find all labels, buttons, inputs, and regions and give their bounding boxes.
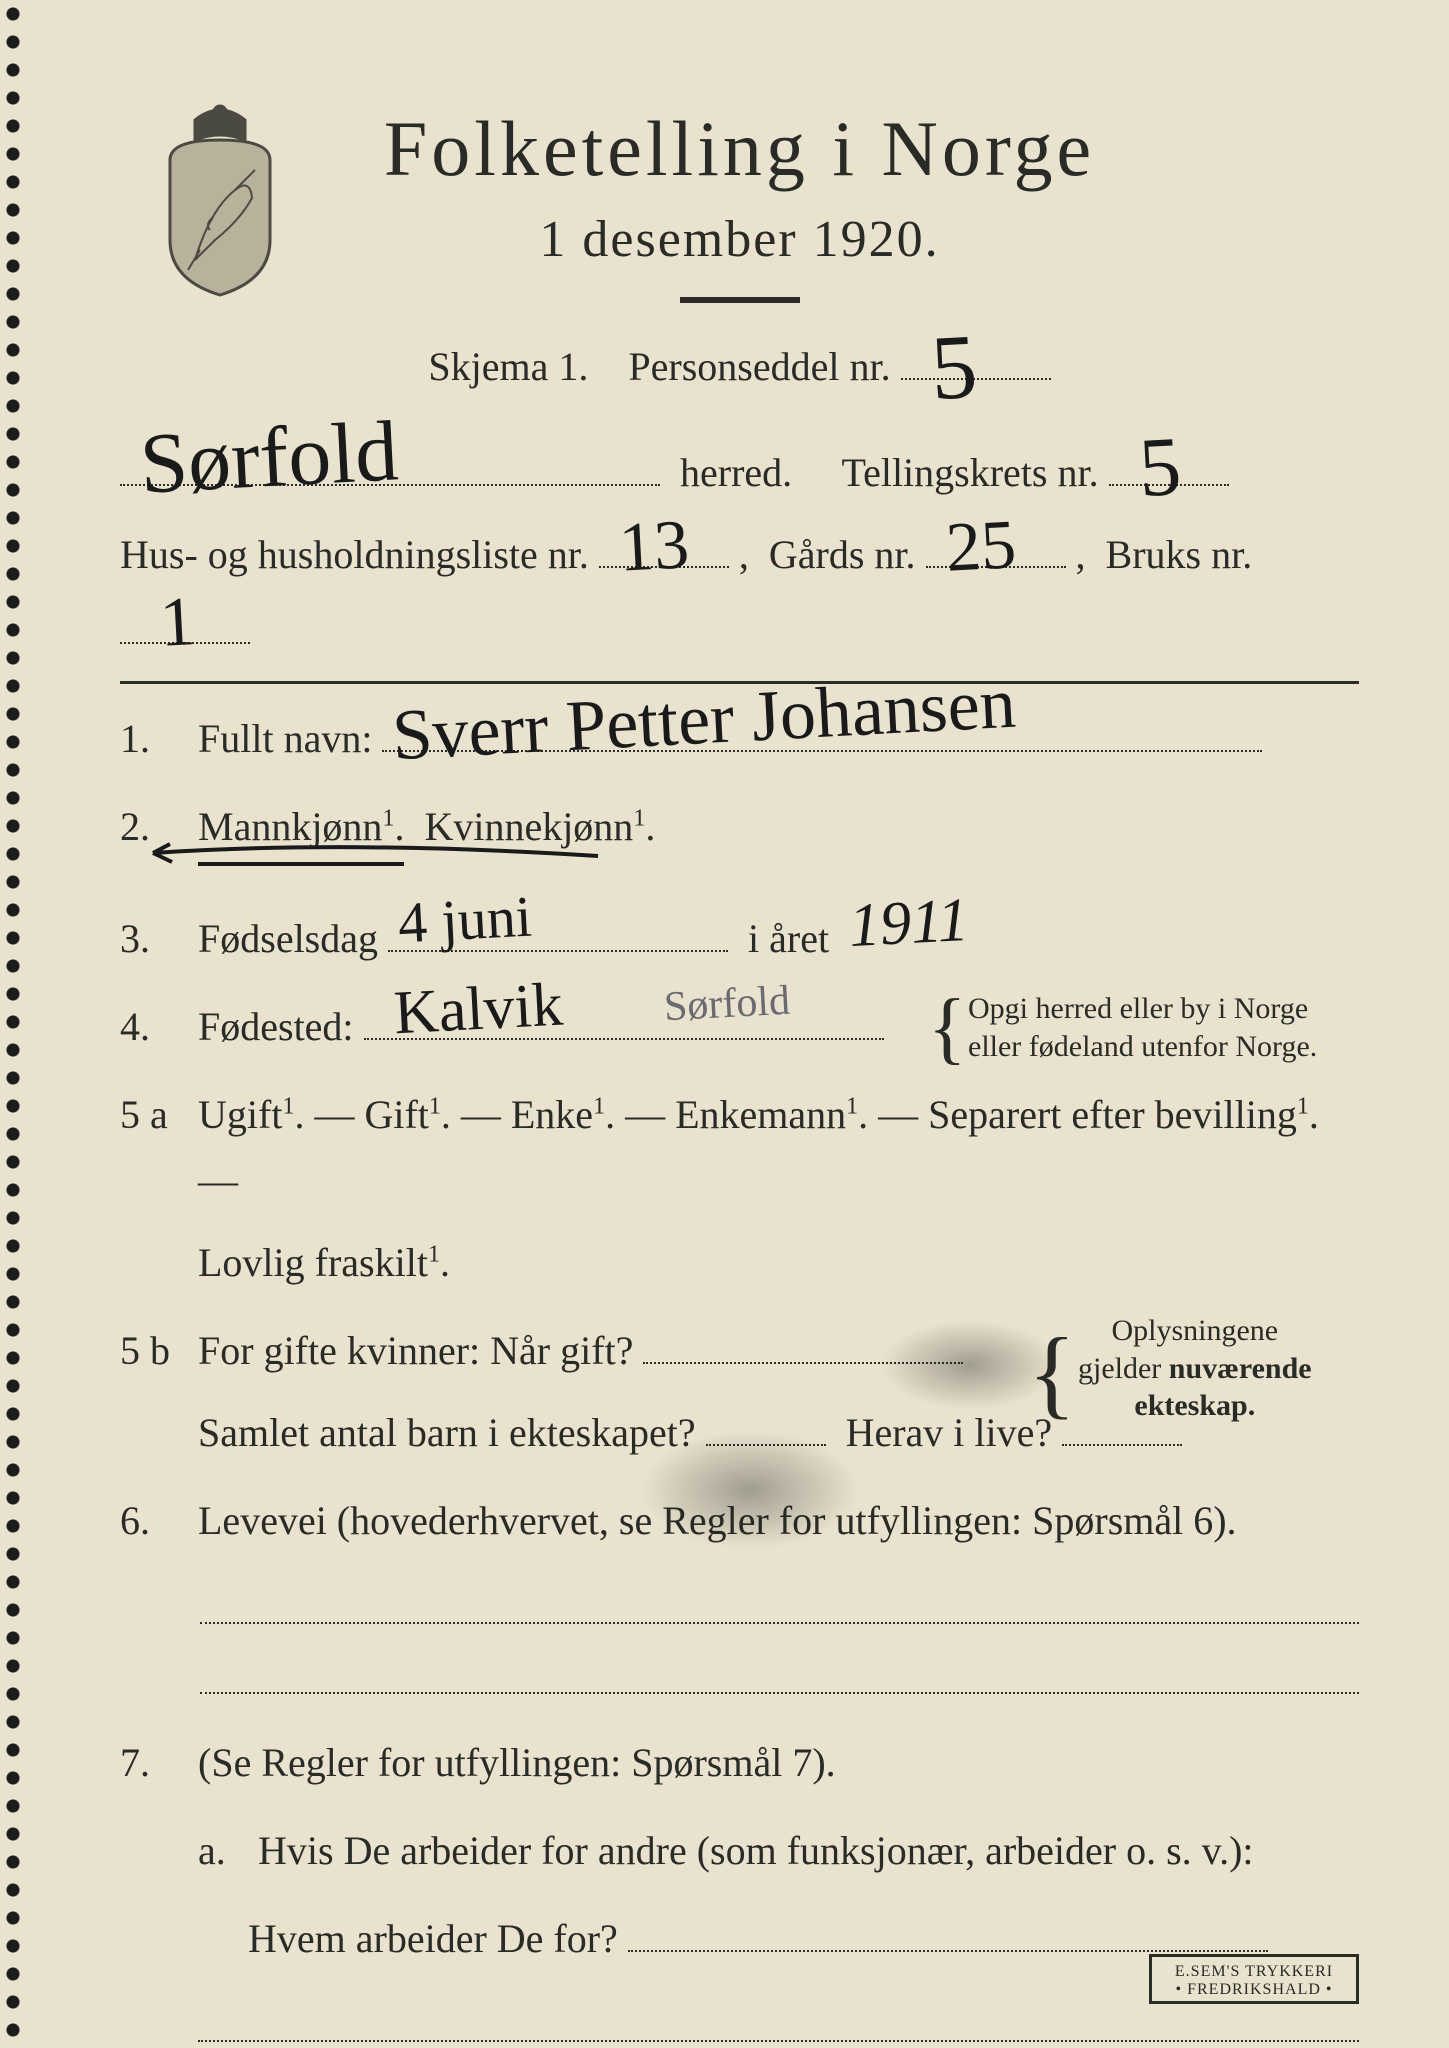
- brace-icon: {: [1028, 1348, 1076, 1398]
- q3-day-field: 4 juni: [388, 910, 728, 952]
- q5a-num: 5 a: [120, 1091, 180, 1138]
- q4-num: 4.: [120, 1003, 180, 1050]
- printer-stamp: E.SEM'S TRYKKERI • FREDRIKSHALD •: [1149, 1954, 1359, 2004]
- q1-num: 1.: [120, 715, 180, 762]
- form-subtitle: 1 desember 1920.: [120, 210, 1359, 269]
- skjema-label: Skjema 1.: [428, 344, 588, 389]
- hus-nr-value: 13: [615, 478, 692, 614]
- question-5a: 5 a Ugift1. — Gift1. — Enke1. — Enkemann…: [120, 1082, 1359, 1296]
- left-perforation: [0, 0, 26, 2048]
- q7a-line: [198, 2000, 1359, 2042]
- q6-num: 6.: [120, 1497, 180, 1544]
- q5b-text2: Samlet antal barn i ekteskapet?: [198, 1410, 696, 1455]
- q3-year-field: 1911: [849, 912, 1029, 952]
- question-6: 6. Levevei (hovederhvervet, se Regler fo…: [120, 1488, 1359, 1554]
- q3-iaret: i året: [748, 916, 829, 961]
- q5b-note1: Oplysningene: [1111, 1314, 1278, 1347]
- bruks-nr-value: 1: [157, 555, 199, 690]
- q4-annotation: Sørfold: [662, 967, 791, 1043]
- stamp-line2: • FREDRIKSHALD •: [1176, 1981, 1333, 1998]
- bruks-nr-field: 1: [120, 602, 250, 644]
- q5b-gift-field: [643, 1322, 963, 1364]
- question-1: 1. Fullt navn: Sverr Petter Johansen: [120, 706, 1359, 772]
- q3-label: Fødselsdag: [198, 916, 378, 961]
- q7-num: 7.: [120, 1739, 180, 1786]
- gards-label: Gårds nr.: [769, 532, 916, 577]
- q6-line1: [200, 1582, 1359, 1624]
- bruks-label: Bruks nr.: [1106, 532, 1253, 577]
- q1-field: Sverr Petter Johansen: [382, 710, 1262, 752]
- meta-line-2: Sørfold herred. Tellingskrets nr. 5: [120, 435, 1359, 511]
- coat-of-arms-icon: [140, 100, 300, 300]
- header: Folketelling i Norge 1 desember 1920.: [120, 110, 1359, 303]
- q4-field: Kalvik Sørfold: [364, 998, 884, 1040]
- question-5b: 5 b For gifte kvinner: Når gift? { Oplys…: [120, 1318, 1359, 1466]
- q7a-label: a.: [198, 1818, 248, 1884]
- question-4: 4. Fødested: Kalvik Sørfold { Opgi herre…: [120, 994, 1359, 1060]
- brace-icon: {: [928, 1008, 966, 1048]
- q1-label: Fullt navn:: [198, 716, 372, 761]
- question-3: 3. Fødselsdag 4 juni i året 1911: [120, 906, 1359, 972]
- tellingskrets-field: 5: [1109, 444, 1229, 486]
- q6-line2: [200, 1652, 1359, 1694]
- q3-num: 3.: [120, 915, 180, 962]
- personseddel-label: Personseddel nr.: [628, 344, 890, 389]
- q5b-barn-field: [706, 1404, 826, 1446]
- herred-label: herred.: [680, 450, 792, 495]
- q7a-text2: Hvem arbeider De for?: [248, 1916, 618, 1961]
- personseddel-nr-value: 5: [926, 279, 981, 456]
- q7a-text1: Hvis De arbeider for andre (som funksjon…: [258, 1828, 1254, 1873]
- census-form-page: Folketelling i Norge 1 desember 1920. Sk…: [0, 0, 1449, 2048]
- meta-line-3: Hus- og husholdningsliste nr. 13 , Gårds…: [120, 517, 1359, 669]
- q5b-num: 5 b: [120, 1327, 180, 1374]
- q5b-note2: gjelder nuværende: [1078, 1352, 1312, 1385]
- q4-value: Kalvik: [391, 954, 565, 1065]
- q4-note1: Opgi herred eller by i Norge: [968, 992, 1308, 1025]
- q5b-text3: Herav i live?: [846, 1410, 1053, 1455]
- stamp-line1: E.SEM'S TRYKKERI: [1175, 1963, 1333, 1980]
- herred-field: Sørfold: [120, 444, 660, 486]
- q4-note2: eller fødeland utenfor Norge.: [968, 1030, 1317, 1063]
- form-title: Folketelling i Norge: [120, 110, 1359, 188]
- gards-nr-value: 25: [942, 478, 1019, 614]
- q7a-field: [628, 1910, 1268, 1952]
- q3-year-value: 1911: [846, 869, 971, 977]
- q5b-live-field: [1062, 1404, 1182, 1446]
- q6-text: Levevei (hovederhvervet, se Regler for u…: [198, 1498, 1237, 1543]
- q5b-text1: For gifte kvinner: Når gift?: [198, 1328, 633, 1373]
- gards-nr-field: 25: [926, 526, 1066, 568]
- question-2: 2. Mannkjønn1. Kvinnekjønn1.: [120, 794, 1359, 866]
- q4-label: Fødested:: [198, 1004, 354, 1049]
- underline-swoosh-icon: [148, 838, 608, 868]
- title-rule: [680, 297, 800, 303]
- q7-intro: (Se Regler for utfyllingen: Spørsmål 7).: [198, 1740, 836, 1785]
- hus-nr-field: 13: [599, 526, 729, 568]
- personseddel-nr-field: 5: [901, 338, 1051, 380]
